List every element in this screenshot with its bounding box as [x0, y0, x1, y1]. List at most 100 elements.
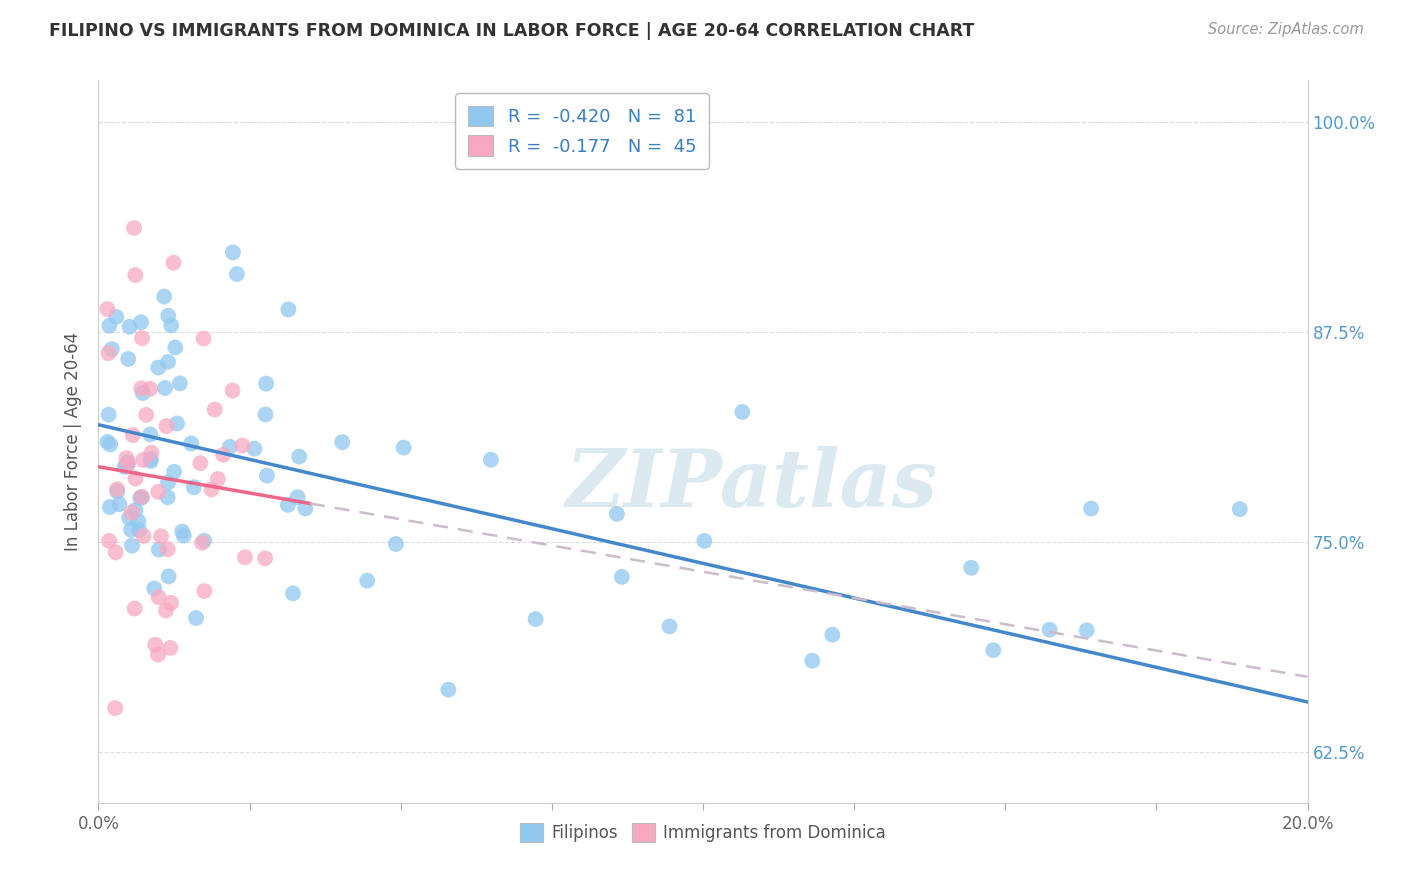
Point [118, 319, 141, 334]
Point [141, 445, 163, 459]
Point [157, 475, 180, 490]
Point [156, 490, 179, 504]
Point [155, 603, 177, 617]
Point [218, 440, 240, 454]
Legend: Filipinos, Immigrants from Dominica: Filipinos, Immigrants from Dominica [513, 816, 893, 848]
Point [108, 497, 131, 511]
Point [191, 535, 214, 549]
Point [129, 381, 152, 395]
Point [1229, 502, 1251, 516]
Point [153, 289, 176, 303]
Text: FILIPINO VS IMMIGRANTS FROM DOMINICA IN LABOR FORCE | AGE 20-64 CORRELATION CHAR: FILIPINO VS IMMIGRANTS FROM DOMINICA IN … [49, 22, 974, 40]
Point [157, 309, 180, 323]
Point [277, 302, 299, 317]
Point [148, 591, 170, 605]
Point [190, 456, 212, 470]
Point [114, 460, 136, 475]
Point [288, 450, 311, 464]
Point [104, 701, 127, 715]
Point [731, 405, 754, 419]
Point [148, 484, 170, 499]
Point [96, 302, 118, 317]
Point [117, 455, 139, 469]
Y-axis label: In Labor Force | Age 20-64: In Labor Force | Age 20-64 [65, 332, 83, 551]
Point [146, 648, 169, 662]
Point [150, 529, 173, 543]
Point [277, 498, 299, 512]
Point [117, 351, 139, 366]
Point [183, 480, 205, 494]
Point [121, 428, 143, 442]
Point [180, 436, 202, 450]
Point [204, 402, 226, 417]
Point [437, 682, 460, 697]
Point [101, 343, 124, 357]
Point [148, 542, 170, 557]
Point [143, 582, 166, 596]
Point [124, 601, 146, 615]
Point [981, 643, 1004, 657]
Point [98, 533, 121, 548]
Point [960, 561, 983, 575]
Point [1039, 623, 1062, 637]
Point [821, 628, 844, 642]
Point [165, 341, 187, 355]
Point [610, 570, 633, 584]
Point [207, 472, 229, 486]
Point [193, 584, 215, 599]
Point [97, 346, 120, 360]
Point [139, 451, 162, 466]
Point [121, 506, 143, 520]
Point [122, 221, 145, 235]
Point [124, 268, 146, 282]
Point [222, 245, 245, 260]
Point [105, 484, 128, 499]
Point [157, 569, 180, 583]
Point [135, 408, 157, 422]
Point [153, 381, 176, 395]
Point [254, 551, 277, 566]
Point [212, 448, 235, 462]
Point [392, 441, 415, 455]
Point [157, 355, 180, 369]
Point [105, 482, 128, 496]
Point [131, 491, 153, 505]
Point [1080, 501, 1102, 516]
Point [226, 267, 249, 281]
Point [117, 458, 139, 472]
Point [281, 586, 304, 600]
Text: Source: ZipAtlas.com: Source: ZipAtlas.com [1208, 22, 1364, 37]
Text: ZIPatlas: ZIPatlas [565, 446, 938, 524]
Point [256, 468, 278, 483]
Point [98, 500, 121, 514]
Point [156, 542, 179, 557]
Point [200, 483, 222, 497]
Point [124, 503, 146, 517]
Point [120, 523, 142, 537]
Point [254, 376, 277, 391]
Point [160, 318, 183, 333]
Point [139, 382, 162, 396]
Point [172, 524, 194, 539]
Point [129, 315, 152, 329]
Point [243, 442, 266, 456]
Point [143, 638, 166, 652]
Point [231, 439, 253, 453]
Point [287, 490, 309, 504]
Point [124, 472, 146, 486]
Point [115, 451, 138, 466]
Point [658, 619, 681, 633]
Point [169, 376, 191, 391]
Point [184, 611, 207, 625]
Point [132, 529, 155, 543]
Point [163, 465, 186, 479]
Point [330, 435, 353, 450]
Point [233, 550, 256, 565]
Point [118, 510, 141, 524]
Point [162, 256, 184, 270]
Point [801, 654, 824, 668]
Point [193, 331, 215, 345]
Point [385, 537, 408, 551]
Point [97, 408, 120, 422]
Point [96, 434, 118, 449]
